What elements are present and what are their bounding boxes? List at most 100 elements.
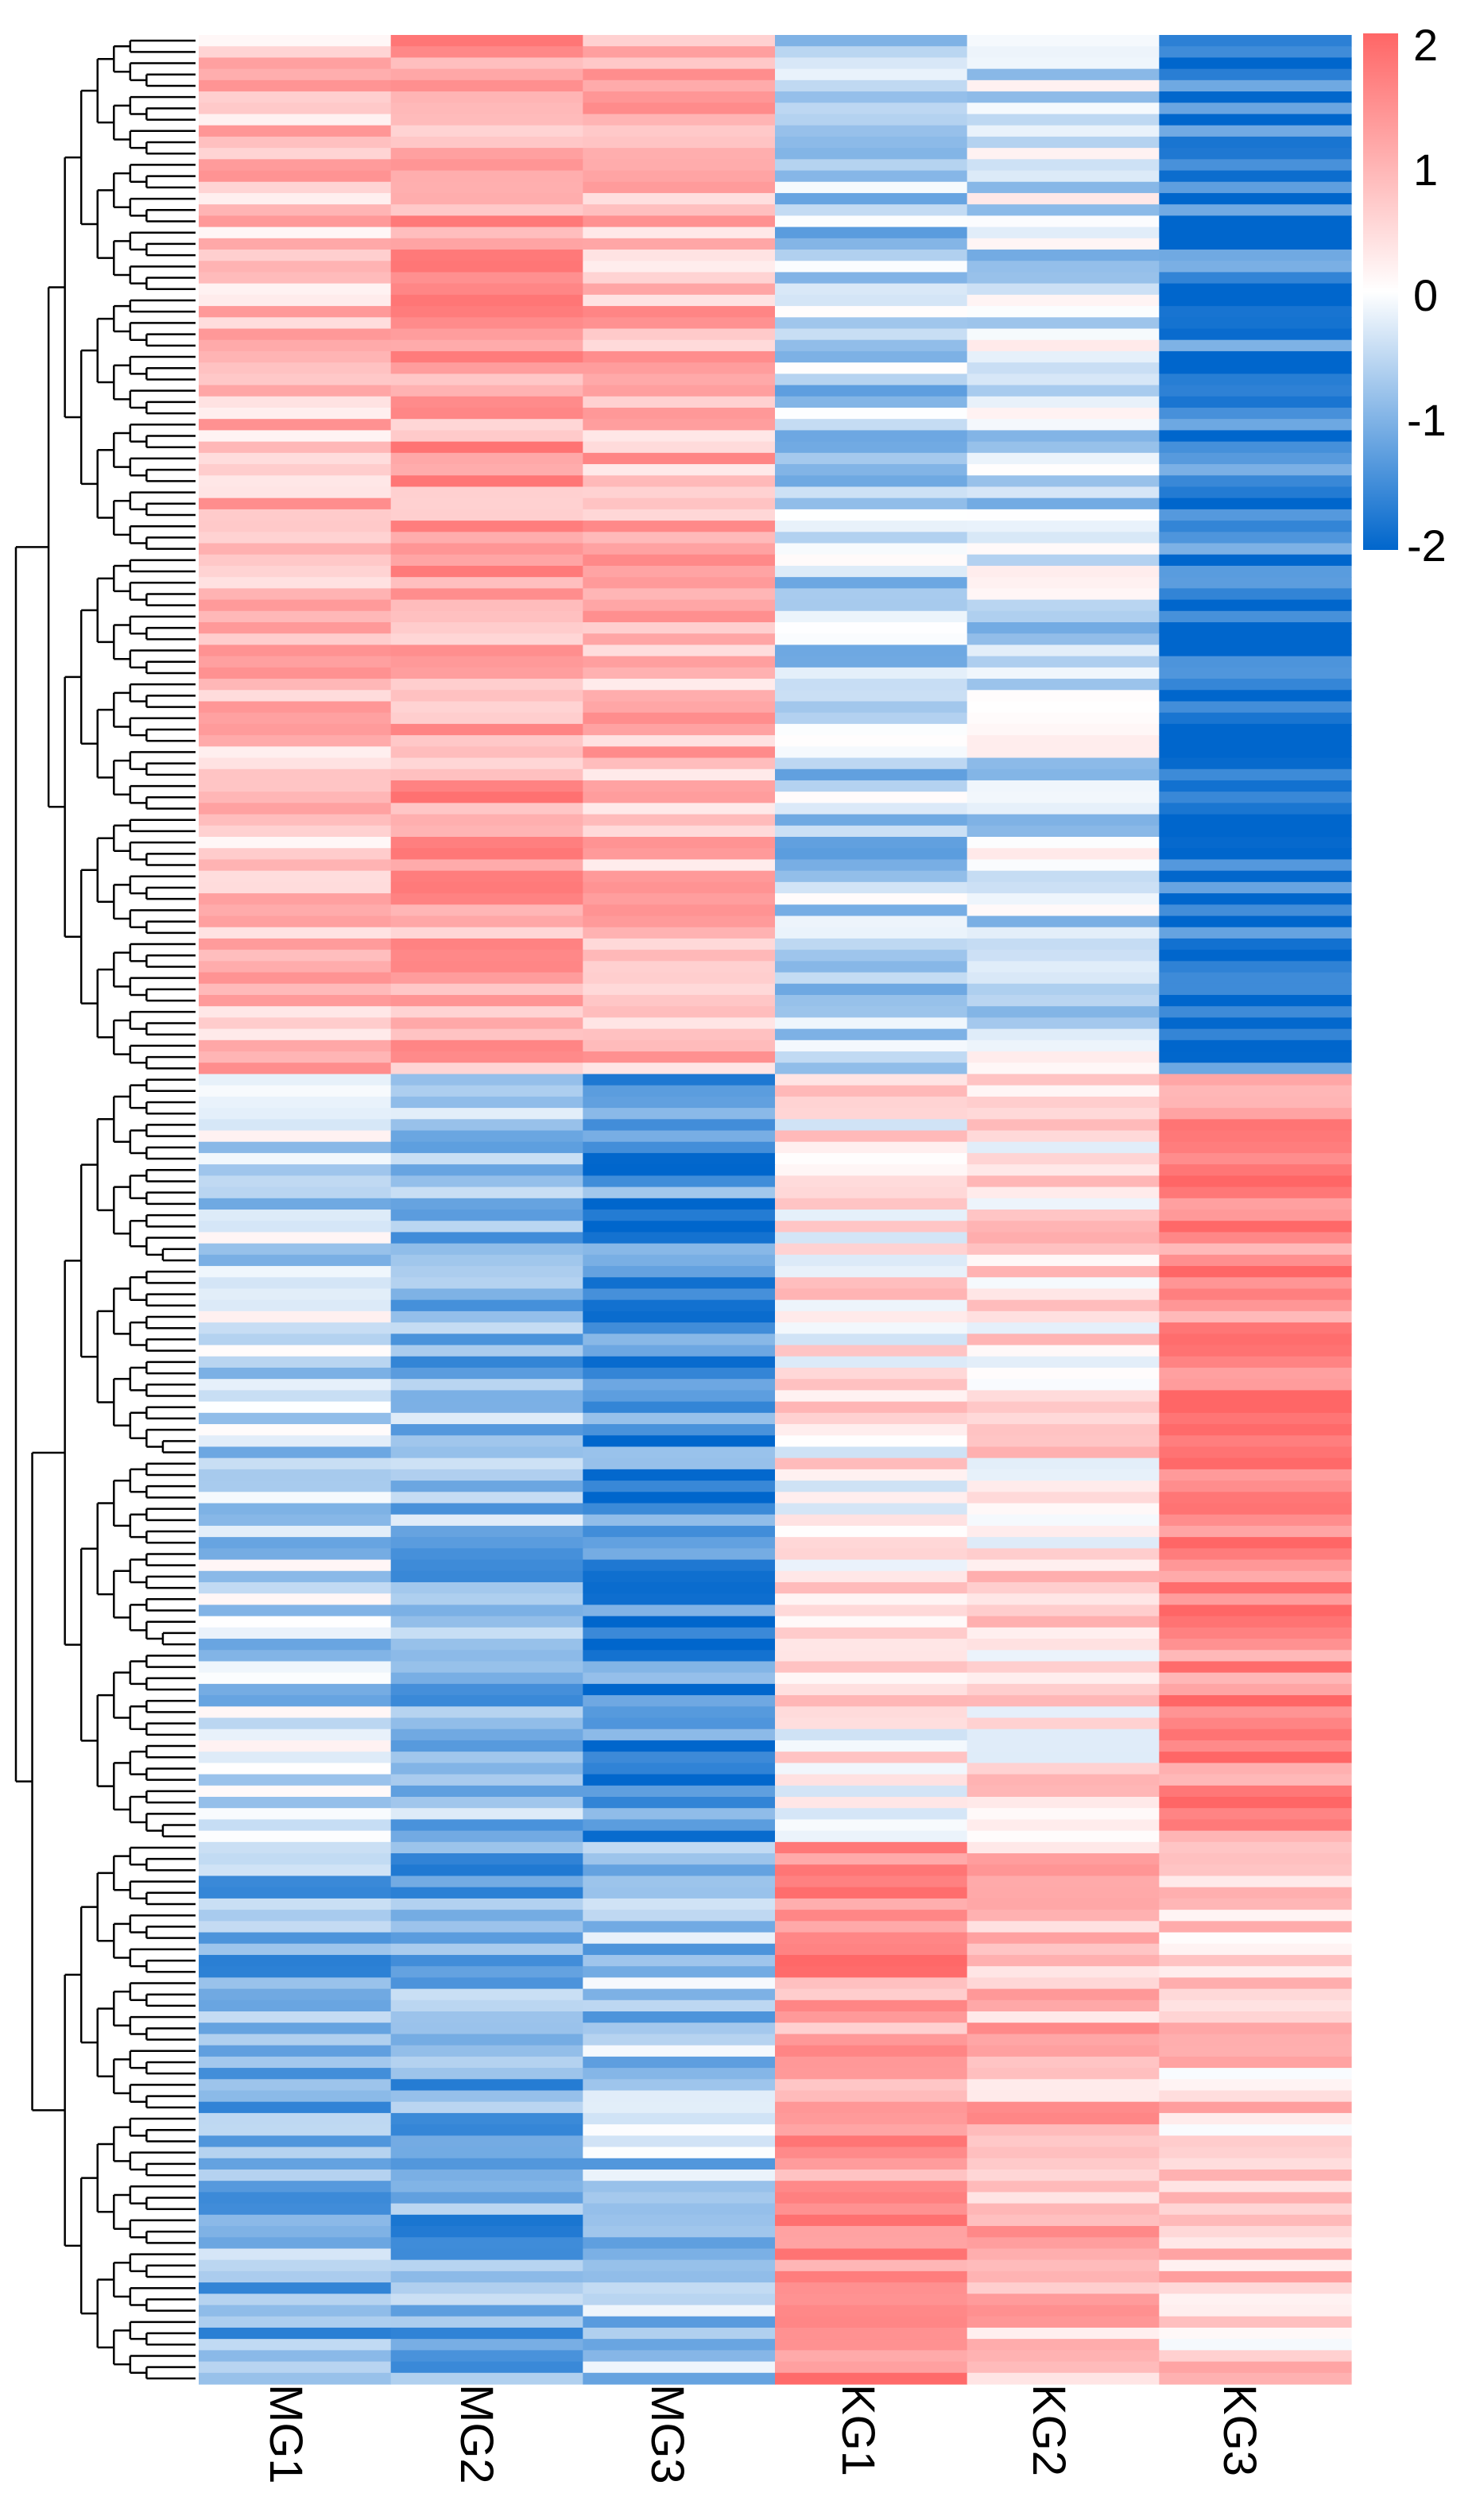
- heatmap-cell: [199, 136, 392, 149]
- heatmap-cell: [199, 1164, 392, 1176]
- heatmap-cell: [775, 441, 968, 454]
- heatmap-cell: [775, 2158, 968, 2170]
- heatmap-cell: [390, 1740, 583, 1752]
- heatmap-cell: [583, 294, 776, 307]
- heatmap-cell: [967, 792, 1160, 803]
- heatmap-cell: [967, 1277, 1160, 1290]
- heatmap-cell: [390, 2135, 583, 2148]
- heatmap-cell: [967, 2181, 1160, 2193]
- heatmap-cell: [775, 1853, 968, 1865]
- heatmap-cell: [775, 294, 968, 307]
- heatmap-cell: [390, 588, 583, 601]
- heatmap-cell: [583, 1706, 776, 1719]
- heatmap-cell: [199, 1412, 392, 1425]
- heatmap-cell: [1159, 1830, 1352, 1843]
- heatmap-cell: [967, 1254, 1160, 1267]
- heatmap-cell: [583, 2372, 776, 2385]
- heatmap-cell: [583, 272, 776, 285]
- heatmap-cell: [583, 927, 776, 939]
- heatmap-cell: [967, 780, 1160, 792]
- heatmap-cell: [1159, 622, 1352, 634]
- heatmap-cell: [775, 1457, 968, 1470]
- heatmap-cell: [775, 283, 968, 296]
- heatmap-cell: [967, 170, 1160, 183]
- heatmap-cell: [1159, 170, 1352, 183]
- heatmap-cell: [1159, 148, 1352, 160]
- heatmap-cell: [1159, 1650, 1352, 1663]
- heatmap-cell: [775, 1797, 968, 1809]
- heatmap-cell: [583, 1808, 776, 1821]
- heatmap-cell: [390, 148, 583, 160]
- heatmap-cell: [199, 1288, 392, 1301]
- heatmap-cell: [967, 328, 1160, 341]
- heatmap-cell: [1159, 645, 1352, 657]
- heatmap-cell: [967, 881, 1160, 894]
- heatmap-cell: [775, 1164, 968, 1176]
- heatmap-cell: [199, 328, 392, 341]
- heatmap-cell: [199, 667, 392, 679]
- heatmap-cell: [967, 1605, 1160, 1617]
- heatmap-cell: [199, 701, 392, 714]
- heatmap-cell: [199, 1254, 392, 1267]
- heatmap-cell: [199, 2259, 392, 2272]
- heatmap-cell: [583, 1017, 776, 1030]
- heatmap-cell: [1159, 1808, 1352, 1821]
- heatmap-cell: [583, 712, 776, 725]
- heatmap-cell: [1159, 2350, 1352, 2363]
- heatmap-cell: [583, 1864, 776, 1877]
- heatmap-cell: [1159, 1141, 1352, 1154]
- heatmap-cell: [199, 1367, 392, 1380]
- heatmap-cell: [775, 2056, 968, 2069]
- heatmap-cell: [390, 1096, 583, 1109]
- heatmap-cell: [583, 1819, 776, 1832]
- heatmap-cell: [967, 1977, 1160, 1990]
- heatmap-cell: [967, 2327, 1160, 2340]
- heatmap-cell: [1159, 2372, 1352, 2385]
- heatmap-cell: [1159, 1605, 1352, 1617]
- heatmap-cell: [1159, 1853, 1352, 1865]
- heatmap-cell: [775, 350, 968, 363]
- heatmap-cell: [1159, 780, 1352, 792]
- heatmap-cell: [583, 1051, 776, 1063]
- heatmap-cell: [390, 475, 583, 488]
- heatmap-cell: [390, 1966, 583, 1978]
- heatmap-cell: [967, 283, 1160, 296]
- heatmap-cell: [583, 192, 776, 205]
- heatmap-cell: [583, 1763, 776, 1775]
- heatmap-cell: [967, 374, 1160, 386]
- heatmap-cell: [583, 2237, 776, 2250]
- heatmap-cell: [390, 848, 583, 861]
- heatmap-cell: [199, 35, 392, 47]
- heatmap-cell: [1159, 2237, 1352, 2250]
- heatmap-cell: [583, 1774, 776, 1786]
- heatmap-cell: [583, 441, 776, 454]
- heatmap-cell: [390, 780, 583, 792]
- heatmap-cell: [1159, 1841, 1352, 1854]
- heatmap-cell: [199, 915, 392, 928]
- heatmap-cell: [1159, 136, 1352, 149]
- heatmap-cell: [775, 881, 968, 894]
- heatmap-cell: [775, 1639, 968, 1651]
- heatmap-cell: [390, 757, 583, 770]
- heatmap-cell: [390, 497, 583, 510]
- heatmap-cell: [390, 2023, 583, 2035]
- heatmap-cell: [967, 1108, 1160, 1120]
- heatmap-cell: [390, 1074, 583, 1086]
- heatmap-cell: [583, 1525, 776, 1538]
- heatmap-cell: [199, 803, 392, 815]
- heatmap-cell: [967, 407, 1160, 420]
- heatmap-cell: [775, 825, 968, 838]
- heatmap-cell: [199, 57, 392, 70]
- heatmap-cell: [775, 1808, 968, 1821]
- heatmap-cell: [1159, 2101, 1352, 2114]
- heatmap-cell: [390, 2361, 583, 2374]
- heatmap-cell: [1159, 1966, 1352, 1978]
- heatmap-cell: [390, 103, 583, 115]
- heatmap-cell: [1159, 1774, 1352, 1786]
- heatmap-cell: [967, 1864, 1160, 1877]
- heatmap-cell: [390, 192, 583, 205]
- heatmap-cell: [390, 407, 583, 420]
- heatmap-cell: [775, 1210, 968, 1221]
- heatmap-cell: [583, 1424, 776, 1436]
- heatmap-cell: [583, 1221, 776, 1233]
